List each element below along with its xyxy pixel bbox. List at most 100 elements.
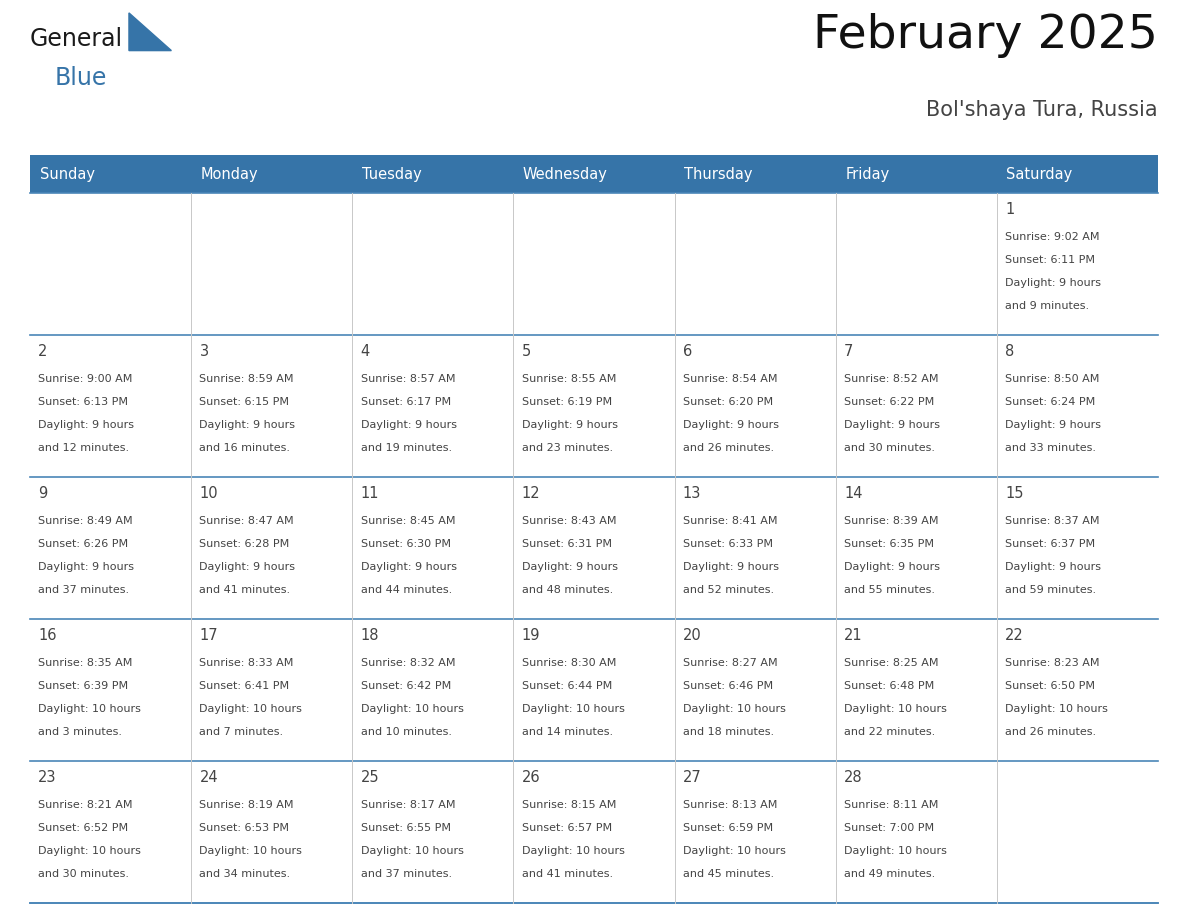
Text: 16: 16 xyxy=(38,628,57,644)
Text: Sunset: 6:57 PM: Sunset: 6:57 PM xyxy=(522,823,612,833)
Text: Sunrise: 9:00 AM: Sunrise: 9:00 AM xyxy=(38,374,133,384)
Text: Daylight: 10 hours: Daylight: 10 hours xyxy=(522,845,625,856)
Text: Daylight: 9 hours: Daylight: 9 hours xyxy=(1005,420,1101,430)
Text: Sunset: 6:55 PM: Sunset: 6:55 PM xyxy=(361,823,450,833)
Text: Daylight: 9 hours: Daylight: 9 hours xyxy=(683,420,779,430)
Text: Daylight: 10 hours: Daylight: 10 hours xyxy=(200,703,302,713)
Text: and 26 minutes.: and 26 minutes. xyxy=(683,442,775,453)
Text: Sunrise: 8:15 AM: Sunrise: 8:15 AM xyxy=(522,800,617,810)
Text: and 26 minutes.: and 26 minutes. xyxy=(1005,726,1097,736)
Text: Sunset: 6:53 PM: Sunset: 6:53 PM xyxy=(200,823,290,833)
Text: 10: 10 xyxy=(200,487,219,501)
Text: and 41 minutes.: and 41 minutes. xyxy=(522,868,613,879)
Text: 3: 3 xyxy=(200,344,209,359)
Text: Sunrise: 8:50 AM: Sunrise: 8:50 AM xyxy=(1005,374,1100,384)
Text: 21: 21 xyxy=(843,628,862,644)
Text: Sunrise: 8:19 AM: Sunrise: 8:19 AM xyxy=(200,800,293,810)
Text: Sunset: 6:33 PM: Sunset: 6:33 PM xyxy=(683,539,773,549)
Text: Daylight: 10 hours: Daylight: 10 hours xyxy=(843,703,947,713)
Text: 22: 22 xyxy=(1005,628,1024,644)
Text: Sunset: 7:00 PM: Sunset: 7:00 PM xyxy=(843,823,934,833)
Text: and 10 minutes.: and 10 minutes. xyxy=(361,726,451,736)
Text: 23: 23 xyxy=(38,770,57,785)
Text: 6: 6 xyxy=(683,344,693,359)
Text: Daylight: 10 hours: Daylight: 10 hours xyxy=(522,703,625,713)
Text: and 37 minutes.: and 37 minutes. xyxy=(361,868,451,879)
Text: Daylight: 9 hours: Daylight: 9 hours xyxy=(361,420,456,430)
Text: Sunset: 6:35 PM: Sunset: 6:35 PM xyxy=(843,539,934,549)
Text: Daylight: 9 hours: Daylight: 9 hours xyxy=(843,562,940,572)
Text: Sunrise: 8:41 AM: Sunrise: 8:41 AM xyxy=(683,516,777,526)
Text: Thursday: Thursday xyxy=(684,166,752,182)
Text: Sunrise: 8:52 AM: Sunrise: 8:52 AM xyxy=(843,374,939,384)
Text: Sunrise: 8:37 AM: Sunrise: 8:37 AM xyxy=(1005,516,1100,526)
Text: and 9 minutes.: and 9 minutes. xyxy=(1005,300,1089,310)
Text: and 19 minutes.: and 19 minutes. xyxy=(361,442,451,453)
Text: 14: 14 xyxy=(843,487,862,501)
Text: 13: 13 xyxy=(683,487,701,501)
Text: Sunrise: 8:32 AM: Sunrise: 8:32 AM xyxy=(361,657,455,667)
Text: 7: 7 xyxy=(843,344,853,359)
Text: General: General xyxy=(30,27,124,50)
Text: Sunset: 6:50 PM: Sunset: 6:50 PM xyxy=(1005,680,1095,690)
Text: Sunrise: 8:30 AM: Sunrise: 8:30 AM xyxy=(522,657,617,667)
Text: Daylight: 10 hours: Daylight: 10 hours xyxy=(683,845,785,856)
Text: Sunrise: 8:43 AM: Sunrise: 8:43 AM xyxy=(522,516,617,526)
Text: Sunset: 6:42 PM: Sunset: 6:42 PM xyxy=(361,680,451,690)
Text: 11: 11 xyxy=(361,487,379,501)
Text: Sunrise: 9:02 AM: Sunrise: 9:02 AM xyxy=(1005,231,1100,241)
Text: Sunrise: 8:25 AM: Sunrise: 8:25 AM xyxy=(843,657,939,667)
Text: 12: 12 xyxy=(522,487,541,501)
Text: Sunrise: 8:59 AM: Sunrise: 8:59 AM xyxy=(200,374,293,384)
Text: and 14 minutes.: and 14 minutes. xyxy=(522,726,613,736)
Text: and 12 minutes.: and 12 minutes. xyxy=(38,442,129,453)
Text: Sunset: 6:11 PM: Sunset: 6:11 PM xyxy=(1005,254,1095,264)
Text: 25: 25 xyxy=(361,770,379,785)
Text: 27: 27 xyxy=(683,770,702,785)
Text: and 55 minutes.: and 55 minutes. xyxy=(843,585,935,595)
Text: Sunset: 6:46 PM: Sunset: 6:46 PM xyxy=(683,680,773,690)
Text: 9: 9 xyxy=(38,487,48,501)
Text: Sunset: 6:30 PM: Sunset: 6:30 PM xyxy=(361,539,450,549)
Text: 2: 2 xyxy=(38,344,48,359)
Text: Bol'shaya Tura, Russia: Bol'shaya Tura, Russia xyxy=(927,100,1158,120)
Text: 17: 17 xyxy=(200,628,219,644)
Text: Daylight: 9 hours: Daylight: 9 hours xyxy=(843,420,940,430)
Text: 15: 15 xyxy=(1005,487,1024,501)
Text: Daylight: 9 hours: Daylight: 9 hours xyxy=(200,420,296,430)
Text: and 37 minutes.: and 37 minutes. xyxy=(38,585,129,595)
Text: Sunrise: 8:54 AM: Sunrise: 8:54 AM xyxy=(683,374,777,384)
Text: and 30 minutes.: and 30 minutes. xyxy=(843,442,935,453)
Text: Sunrise: 8:47 AM: Sunrise: 8:47 AM xyxy=(200,516,295,526)
Text: Sunrise: 8:35 AM: Sunrise: 8:35 AM xyxy=(38,657,133,667)
Text: Sunrise: 8:49 AM: Sunrise: 8:49 AM xyxy=(38,516,133,526)
Text: Monday: Monday xyxy=(201,166,258,182)
Text: 8: 8 xyxy=(1005,344,1015,359)
Text: Friday: Friday xyxy=(845,166,890,182)
Text: Daylight: 10 hours: Daylight: 10 hours xyxy=(200,845,302,856)
Text: Daylight: 9 hours: Daylight: 9 hours xyxy=(38,562,134,572)
Text: Sunset: 6:39 PM: Sunset: 6:39 PM xyxy=(38,680,128,690)
Text: Sunset: 6:24 PM: Sunset: 6:24 PM xyxy=(1005,397,1095,407)
Text: Blue: Blue xyxy=(55,66,107,90)
Text: Daylight: 9 hours: Daylight: 9 hours xyxy=(1005,277,1101,287)
Text: Daylight: 10 hours: Daylight: 10 hours xyxy=(1005,703,1108,713)
Text: 24: 24 xyxy=(200,770,219,785)
Text: Sunset: 6:22 PM: Sunset: 6:22 PM xyxy=(843,397,934,407)
Text: Wednesday: Wednesday xyxy=(523,166,608,182)
Text: and 45 minutes.: and 45 minutes. xyxy=(683,868,775,879)
Text: 5: 5 xyxy=(522,344,531,359)
Text: Saturday: Saturday xyxy=(1006,166,1073,182)
Text: Sunset: 6:13 PM: Sunset: 6:13 PM xyxy=(38,397,128,407)
Text: and 49 minutes.: and 49 minutes. xyxy=(843,868,935,879)
Text: Sunset: 6:59 PM: Sunset: 6:59 PM xyxy=(683,823,773,833)
Text: Sunday: Sunday xyxy=(39,166,95,182)
Text: Sunset: 6:48 PM: Sunset: 6:48 PM xyxy=(843,680,934,690)
Text: and 33 minutes.: and 33 minutes. xyxy=(1005,442,1097,453)
Text: and 52 minutes.: and 52 minutes. xyxy=(683,585,775,595)
Text: Sunset: 6:52 PM: Sunset: 6:52 PM xyxy=(38,823,128,833)
Text: Daylight: 10 hours: Daylight: 10 hours xyxy=(361,845,463,856)
Text: Daylight: 9 hours: Daylight: 9 hours xyxy=(38,420,134,430)
Text: and 34 minutes.: and 34 minutes. xyxy=(200,868,291,879)
Text: Sunrise: 8:55 AM: Sunrise: 8:55 AM xyxy=(522,374,617,384)
